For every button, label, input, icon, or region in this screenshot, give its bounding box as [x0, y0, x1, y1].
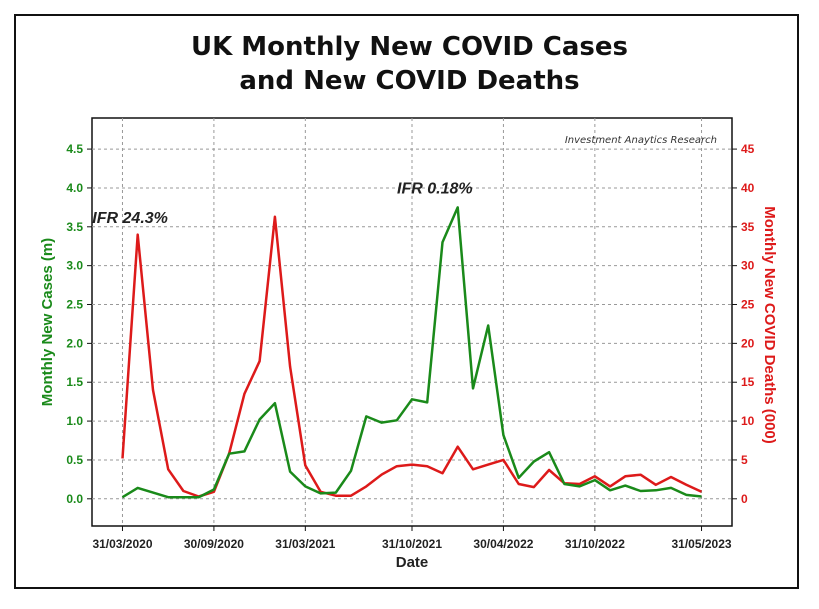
right-tick-label: 10: [741, 414, 755, 428]
x-tick-label: 31/10/2021: [382, 537, 442, 551]
y-axis-label-left: Monthly New Cases (m): [39, 238, 56, 406]
ifr-annotation-2020: IFR 24.3%: [92, 210, 168, 227]
x-tick-label: 31/03/2020: [92, 537, 152, 551]
x-tick-label: 30/04/2022: [473, 537, 533, 551]
x-axis-label: Date: [396, 554, 429, 571]
left-tick-label: 0.0: [66, 492, 83, 506]
left-tick-label: 1.0: [66, 414, 83, 428]
right-tick-label: 15: [741, 375, 755, 389]
left-tick-label: 2.0: [66, 336, 83, 350]
grid-lines: [92, 118, 732, 526]
right-tick-label: 35: [741, 220, 755, 234]
right-tick-label: 45: [741, 142, 755, 156]
right-axis-ticks: 0 5 10 15 20 25 30 35 40 45: [732, 142, 755, 506]
left-tick-label: 1.5: [66, 375, 83, 389]
right-tick-label: 5: [741, 453, 748, 467]
right-tick-label: 30: [741, 259, 755, 273]
left-tick-label: 4.5: [66, 142, 83, 156]
right-tick-label: 20: [741, 336, 755, 350]
x-tick-label: 31/05/2023: [671, 537, 731, 551]
left-tick-label: 0.5: [66, 453, 83, 467]
series-lines: [121, 206, 703, 499]
right-tick-label: 25: [741, 298, 755, 312]
left-axis-ticks: 0.0 0.5 1.0 1.5 2.0 2.5 3.0 3.5 4.0 4.5: [66, 142, 92, 506]
chart-title-line-2: and New COVID Deaths: [239, 66, 580, 96]
chart-title: UK Monthly New COVID Cases and New COVID…: [0, 30, 819, 98]
x-tick-label: 31/10/2022: [565, 537, 625, 551]
y-axis-label-right: Monthly New COVID Deaths (000): [761, 206, 778, 444]
x-tick-label: 31/03/2021: [275, 537, 335, 551]
right-tick-label: 0: [741, 492, 748, 506]
watermark: Investment Anaytics Research: [565, 135, 717, 146]
chart-title-line-1: UK Monthly New COVID Cases: [191, 32, 628, 62]
ifr-annotation-2021: IFR 0.18%: [397, 180, 473, 197]
right-tick-label: 40: [741, 181, 755, 195]
left-tick-label: 2.5: [66, 298, 83, 312]
left-tick-label: 4.0: [66, 181, 83, 195]
x-axis-ticks: 31/03/2020 30/09/2020 31/03/2021 31/10/2021…: [92, 526, 732, 551]
left-tick-label: 3.5: [66, 220, 83, 234]
cases-series-line: [121, 206, 702, 499]
x-tick-label: 30/09/2020: [184, 537, 244, 551]
left-tick-label: 3.0: [66, 259, 83, 273]
